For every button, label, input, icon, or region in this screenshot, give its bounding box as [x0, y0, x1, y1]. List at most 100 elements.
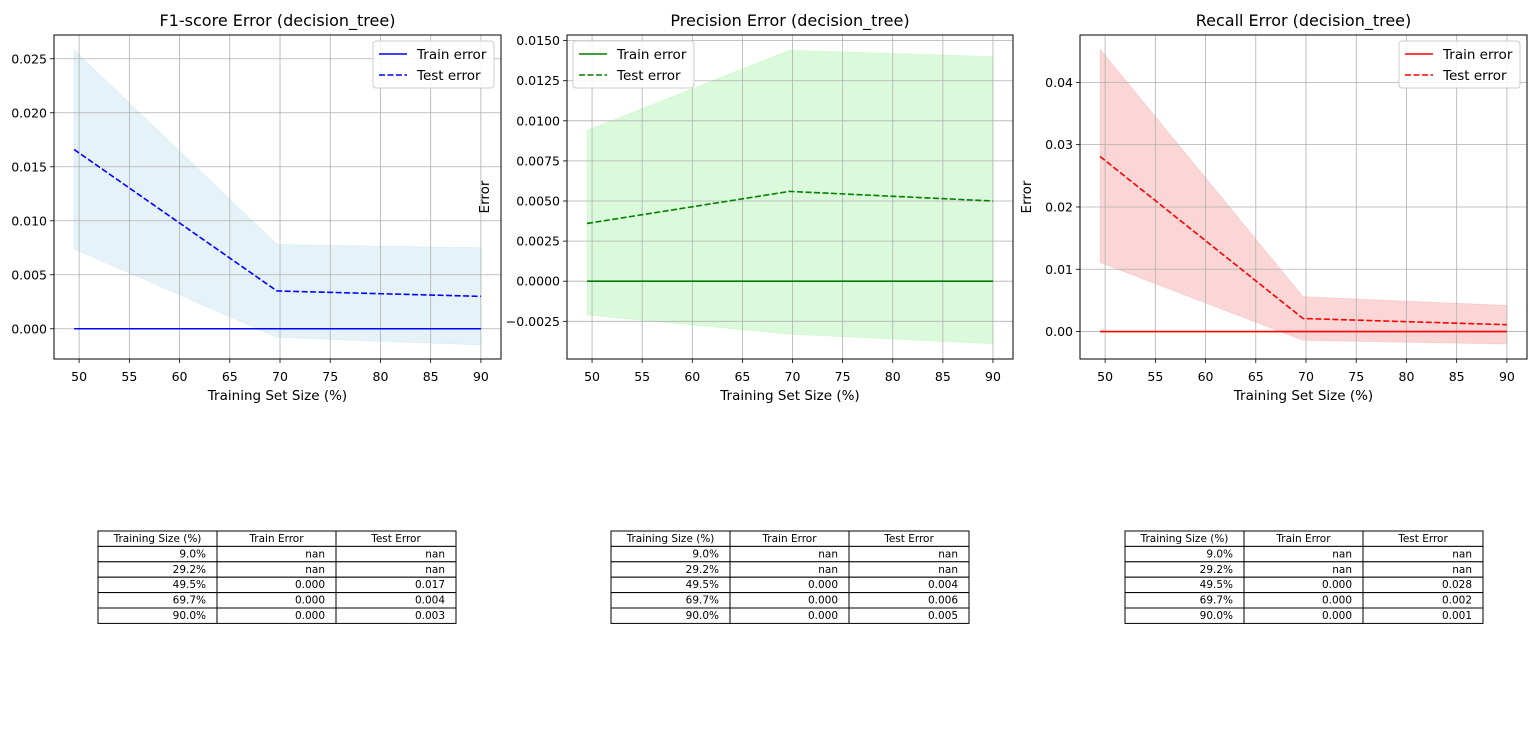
confidence-band-test-error	[1099, 48, 1508, 345]
table-cell-text: nan	[818, 564, 838, 576]
table-cell-text: 90.0%	[686, 610, 719, 622]
table-cell-text: 0.000	[1322, 610, 1352, 622]
table-header-text: Test Error	[883, 533, 934, 545]
table-cell-text: 49.5%	[686, 579, 719, 591]
data-table: Training Size (%) Train Error Test Error 9.…	[97, 530, 457, 624]
table-cell-text: 0.006	[928, 595, 958, 607]
legend-label: Train error	[1442, 47, 1513, 63]
plot-frame	[53, 34, 502, 360]
legend: Train error Test error	[372, 40, 495, 89]
table-cell-text: 29.2%	[173, 564, 206, 576]
table-header-text: Training Size (%)	[113, 533, 202, 545]
x-tick-label: 90	[1499, 369, 1515, 384]
x-tick-label: 55	[121, 369, 137, 384]
table-cell-text: 0.000	[808, 610, 838, 622]
x-tick-label: 80	[373, 369, 389, 384]
x-tick-label: 70	[1298, 369, 1314, 384]
plot-frame	[566, 34, 1014, 360]
y-tick-label: 0.025	[11, 51, 47, 66]
x-tick-label: 85	[935, 369, 951, 384]
y-tick-label: 0.04	[1045, 75, 1073, 90]
chart-title: F1-score Error (decision_tree)	[160, 11, 396, 31]
table-header-text: Test Error	[370, 533, 421, 545]
y-tick-label: 0.015	[11, 159, 47, 174]
table-cell-text: 0.002	[1442, 595, 1472, 607]
x-tick-label: 75	[835, 369, 851, 384]
table-cell	[335, 607, 457, 624]
x-tick-label: 70	[272, 369, 288, 384]
table-cell-text: 0.000	[295, 579, 325, 591]
x-tick-label: 60	[172, 369, 188, 384]
table-cell-text: 9.0%	[179, 548, 206, 560]
table-header-text: Test Error	[1397, 533, 1448, 545]
y-tick-label: 0.0075	[516, 153, 560, 168]
y-axis-label: Error	[1019, 180, 1035, 213]
table-cell-text: 0.004	[415, 595, 445, 607]
table-header-text: Train Error	[761, 533, 817, 545]
x-tick-label: 75	[1348, 369, 1364, 384]
table-header-text: Train Error	[248, 533, 304, 545]
table-cell-text: 69.7%	[173, 595, 206, 607]
y-tick-label: 0.01	[1045, 262, 1073, 277]
x-tick-label: 80	[1399, 369, 1415, 384]
table-cell-text: nan	[818, 548, 838, 560]
y-tick-label: 0.005	[11, 267, 47, 282]
x-tick-label: 50	[1097, 369, 1113, 384]
table-cell-text: nan	[425, 548, 445, 560]
y-tick-label: 0.020	[11, 105, 47, 120]
chart-title: Recall Error (decision_tree)	[1196, 11, 1412, 31]
table-cell-text: 29.2%	[1200, 564, 1233, 576]
chart-panel-1: 50 55 60 65 70 75 80 85 90 0.000 0.005 0.010 0.015 0.…	[11, 11, 502, 624]
y-tick-label: 0.0150	[516, 33, 560, 48]
table-cell-text: 0.004	[928, 579, 958, 591]
table-cell-text: 0.000	[295, 610, 325, 622]
table-cell-text: nan	[1452, 564, 1472, 576]
legend-label: Test error	[616, 68, 681, 84]
table-cell-text: 90.0%	[173, 610, 206, 622]
table-cell-text: nan	[1452, 548, 1472, 560]
table-cell-text: nan	[305, 548, 325, 560]
data-table: Training Size (%) Train Error Test Error 9.…	[1124, 530, 1484, 624]
x-tick-label: 85	[1449, 369, 1465, 384]
data-table: Training Size (%) Train Error Test Error 9.…	[610, 530, 970, 624]
legend-box	[572, 40, 695, 89]
confidence-band-test-error	[73, 49, 482, 346]
legend: Train error Test error	[572, 40, 695, 89]
table-cell-text: 0.003	[415, 610, 445, 622]
x-axis-label: Training Set Size (%)	[1233, 388, 1373, 404]
x-tick-label: 90	[473, 369, 489, 384]
chart-panel-3: 50 55 60 65 70 75 80 85 90 0.00 0.01 0.02 0.03 0.04 Re…	[1019, 11, 1528, 624]
y-tick-label: 0.000	[11, 321, 47, 336]
x-tick-label: 75	[322, 369, 338, 384]
x-tick-label: 60	[684, 369, 700, 384]
table-cell-text: 0.000	[1322, 595, 1352, 607]
y-tick-label: 0.0050	[516, 194, 560, 209]
x-tick-label: 70	[785, 369, 801, 384]
legend-label: Train error	[416, 47, 487, 63]
table-cell-text: nan	[305, 564, 325, 576]
table-cell-text: nan	[938, 548, 958, 560]
x-tick-label: 85	[423, 369, 439, 384]
table-cell-text: 0.000	[808, 595, 838, 607]
x-tick-label: 90	[985, 369, 1001, 384]
legend-label: Train error	[616, 47, 687, 63]
table-cell-text: 0.001	[1442, 610, 1472, 622]
table-cell-text: nan	[1332, 564, 1352, 576]
x-tick-label: 55	[1147, 369, 1163, 384]
x-tick-label: 50	[71, 369, 87, 384]
table-cell-text: nan	[425, 564, 445, 576]
table-cell	[1362, 607, 1484, 624]
table-cell-text: 0.028	[1442, 579, 1472, 591]
table-header-text: Training Size (%)	[626, 533, 715, 545]
grid	[54, 35, 501, 359]
table-cell-text: 69.7%	[1200, 595, 1233, 607]
x-tick-label: 80	[885, 369, 901, 384]
series-line-test-error	[73, 148, 481, 298]
legend-box	[372, 40, 495, 89]
table-cell-text: nan	[938, 564, 958, 576]
table-cell-text: 0.000	[808, 579, 838, 591]
table-header-text: Training Size (%)	[1140, 533, 1229, 545]
table-cell-text: 9.0%	[1206, 548, 1233, 560]
legend: Train error Test error	[1398, 40, 1521, 89]
